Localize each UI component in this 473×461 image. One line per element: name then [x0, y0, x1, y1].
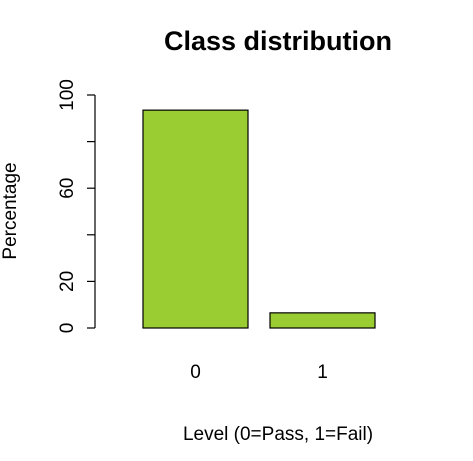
y-axis: 0 20 60 100 [57, 79, 96, 334]
chart-title: Class distribution [164, 26, 392, 56]
bar-1 [269, 312, 376, 329]
x-tick-label: 1 [317, 362, 328, 383]
y-tick-label: 0 [57, 323, 78, 334]
bar-0 [142, 109, 249, 329]
x-tick-label: 0 [190, 362, 201, 383]
x-axis-label: Level (0=Pass, 1=Fail) [183, 424, 373, 445]
y-axis-label: Percentage [0, 162, 21, 259]
y-tick-label: 60 [57, 178, 78, 199]
y-tick-label: 20 [57, 271, 78, 292]
bars-group [142, 109, 376, 329]
y-tick-label: 100 [57, 79, 78, 111]
